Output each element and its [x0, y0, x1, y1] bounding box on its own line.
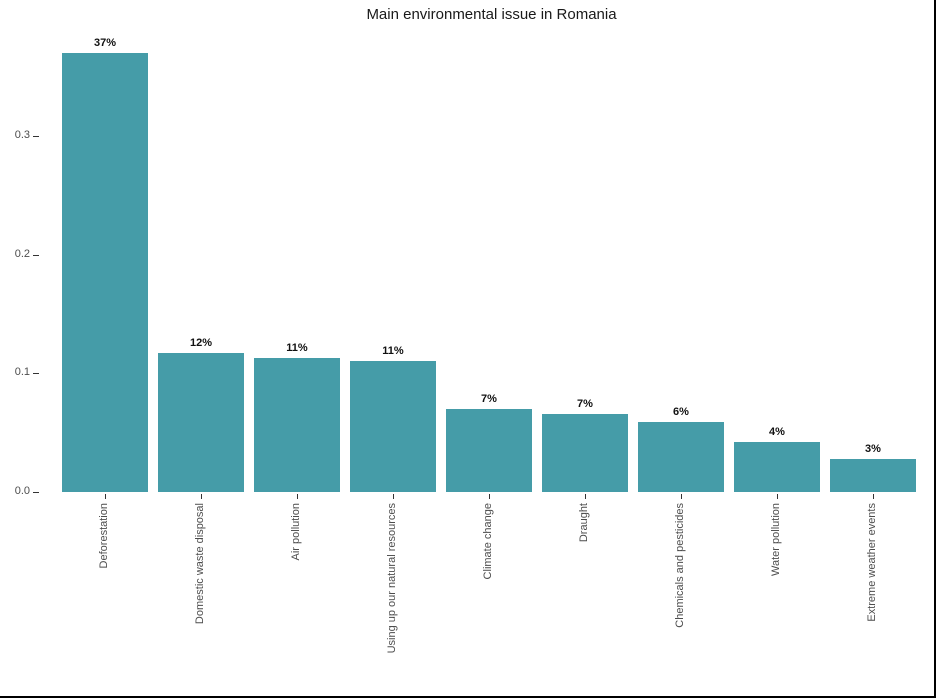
x-axis-label: Climate change [482, 503, 494, 580]
bar-value-label: 37% [93, 37, 117, 49]
x-tick-mark [872, 494, 874, 499]
x-tick-mark [296, 494, 298, 499]
bar-value-label: 4% [769, 426, 785, 438]
y-tick-label: 0.1 [14, 366, 30, 379]
bar-value-label: 7% [481, 393, 497, 405]
bar [158, 353, 244, 492]
x-axis-label: Chemicals and pesticides [674, 503, 686, 628]
x-tick-mark [104, 494, 106, 499]
y-tick-label: 0.0 [14, 485, 30, 497]
bar-value-label: 6% [673, 406, 689, 418]
bar-value-label: 11% [382, 345, 404, 357]
bar [638, 422, 724, 492]
bar [542, 414, 628, 492]
bar-value-label: 7% [577, 398, 593, 410]
bar [254, 358, 340, 492]
x-axis-label: Domestic waste disposal [194, 503, 206, 625]
y-tick-label: 0.2 [14, 247, 30, 260]
x-axis-label: Deforestation [98, 503, 110, 569]
bar-value-label: 12% [189, 337, 213, 349]
x-tick-mark [680, 494, 682, 499]
bar [62, 53, 148, 492]
x-axis-label: Extreme weather events [866, 503, 878, 622]
x-tick-mark [584, 494, 586, 499]
bar [734, 442, 820, 492]
x-axis-label: Using up our natural resources [386, 503, 398, 654]
bar [350, 361, 436, 492]
bar-value-label: 3% [865, 443, 881, 455]
y-tick-mark [33, 254, 39, 256]
x-axis-label: Water pollution [770, 503, 782, 576]
y-tick-mark [33, 135, 39, 137]
bar [830, 459, 916, 492]
bar [446, 409, 532, 492]
y-tick-label: 0.3 [14, 128, 30, 141]
y-tick-mark [33, 492, 39, 493]
chart-title: Main environmental issue in Romania [366, 6, 617, 23]
x-tick-mark [776, 494, 778, 499]
y-tick-mark [33, 373, 39, 375]
x-tick-mark [392, 494, 394, 499]
x-tick-mark [488, 494, 490, 499]
x-tick-mark [200, 494, 202, 499]
x-axis-label: Air pollution [290, 503, 302, 561]
x-axis-label: Draught [578, 503, 590, 543]
bar-value-label: 11% [286, 342, 308, 354]
